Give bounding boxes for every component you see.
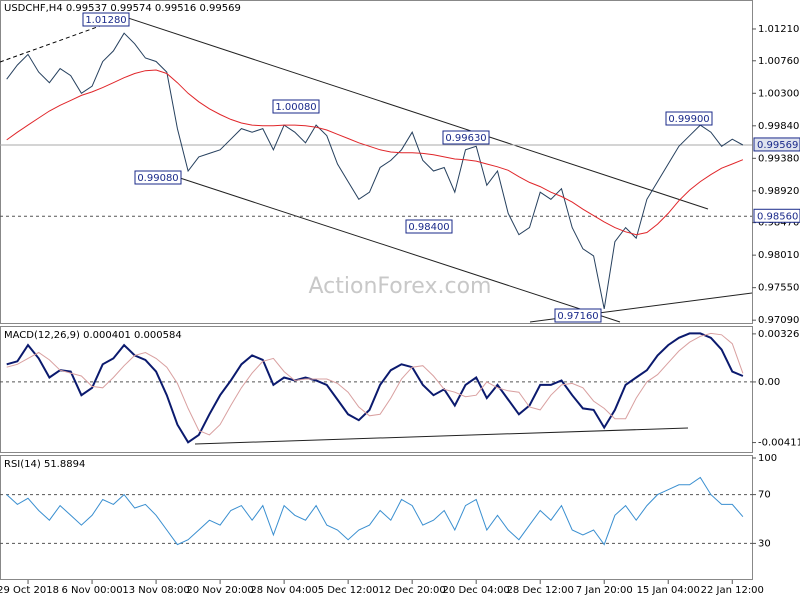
annotation: 1.01280 — [85, 15, 126, 26]
y-tick-label: 0.99380 — [758, 153, 799, 164]
annotation-box — [442, 130, 490, 145]
y-tick-label: 1.01210 — [758, 24, 799, 35]
x-tick-label: 5 Dec 12:00 — [318, 585, 379, 596]
trend-line — [179, 177, 621, 323]
trend-line — [0, 16, 126, 63]
x-tick-label: 20 Dec 04:00 — [443, 585, 510, 596]
y-tick-label: 0.003265 — [758, 329, 800, 340]
trend-line — [194, 427, 689, 445]
x-tick-label: 13 Nov 08:00 — [122, 585, 189, 596]
annotation-box — [134, 170, 182, 185]
annotation: 0.99900 — [668, 114, 709, 125]
y-tick-label: 70 — [758, 490, 771, 501]
price-panel — [0, 0, 753, 324]
annotation: 0.99080 — [137, 173, 178, 184]
annotation: 1.00080 — [275, 102, 316, 113]
x-tick-label: 15 Jan 04:00 — [637, 585, 700, 596]
annotation-box — [554, 308, 602, 323]
x-tick-label: 22 Jan 12:00 — [701, 585, 764, 596]
watermark: ActionForex.com — [309, 274, 492, 299]
y-tick-label: 0.98010 — [758, 250, 799, 261]
x-tick-label: 7 Jan 20:00 — [576, 585, 633, 596]
series-line — [6, 332, 744, 444]
annotation: 0.99630 — [445, 133, 486, 144]
annotation-box — [405, 219, 453, 234]
y-tick-label: 0.97090 — [758, 315, 799, 326]
series-line — [6, 69, 744, 236]
y-tick-label: 0.99840 — [758, 121, 799, 132]
x-tick-label: 20 Nov 20:00 — [186, 585, 253, 596]
y-tick-label: 30 — [758, 538, 771, 549]
level-label-box — [753, 137, 800, 152]
x-tick-label: 29 Oct 2018 — [0, 585, 59, 596]
rsi-panel — [0, 455, 753, 580]
trend-lines — [0, 16, 753, 445]
macd-header: MACD(12,26,9) 0.000401 0.000584 — [4, 330, 182, 341]
annotation-box — [665, 111, 713, 126]
y-tick-label: 0.98470 — [758, 218, 799, 229]
x-tick-label: 28 Dec 12:00 — [507, 585, 574, 596]
y-tick-label: -0.004119 — [758, 438, 800, 449]
series-line — [6, 476, 744, 546]
level-label-box — [753, 208, 800, 223]
trend-line — [124, 16, 709, 210]
y-tick-label: 0.97550 — [758, 283, 799, 294]
x-tick-label: 6 Nov 00:00 — [62, 585, 123, 596]
macd-panel — [0, 326, 753, 453]
y-tick-label: 0.98920 — [758, 186, 799, 197]
series-line — [6, 32, 744, 309]
x-tick-label: 12 Dec 20:00 — [379, 585, 446, 596]
panel-borders — [0, 0, 753, 580]
price-header: USDCHF,H4 0.99537 0.99574 0.99516 0.9956… — [4, 3, 241, 14]
y-tick-label: 100 — [758, 453, 777, 464]
y-tick-label: 1.00300 — [758, 88, 799, 99]
x-tick-label: 28 Nov 04:00 — [250, 585, 317, 596]
annotation: 0.97160 — [557, 311, 598, 322]
y-tick-label: 0.00 — [758, 377, 780, 388]
level-label: 0.98560 — [757, 211, 798, 222]
annotation-box — [272, 99, 320, 114]
y-tick-label: 1.00760 — [758, 56, 799, 67]
annotation-box — [82, 12, 130, 27]
series-line — [6, 332, 744, 436]
level-label: 0.99569 — [757, 140, 798, 151]
rsi-header: RSI(14) 51.8894 — [4, 459, 85, 470]
annotation: 0.98400 — [408, 222, 449, 233]
